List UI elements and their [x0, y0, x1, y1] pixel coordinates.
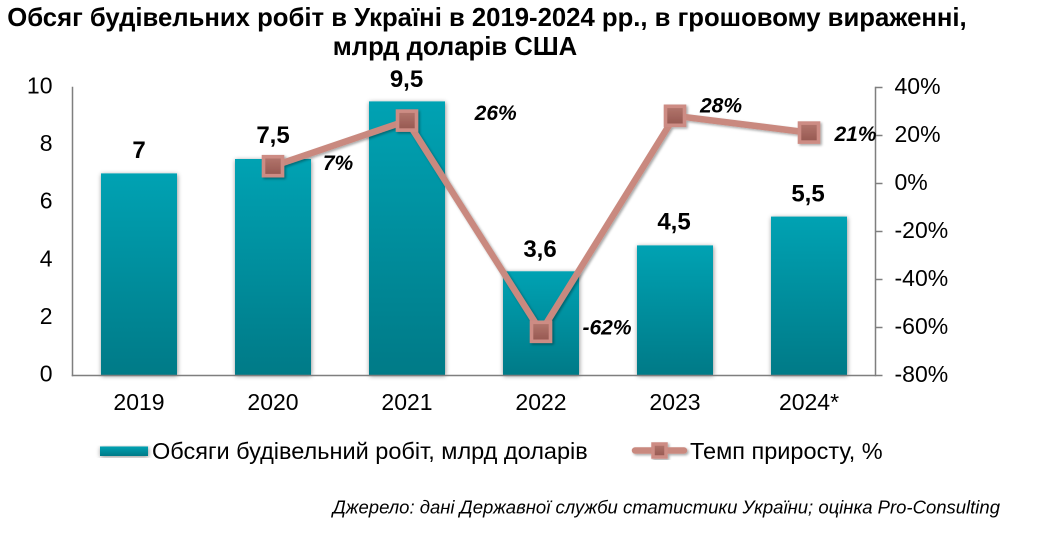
- svg-text:-40%: -40%: [895, 265, 949, 291]
- svg-text:-20%: -20%: [895, 217, 949, 243]
- svg-text:0%: 0%: [895, 169, 928, 195]
- svg-text:40%: 40%: [895, 73, 941, 99]
- svg-text:7: 7: [132, 137, 145, 164]
- svg-text:6: 6: [40, 188, 53, 214]
- svg-text:Темп приросту, %: Темп приросту, %: [690, 438, 883, 464]
- svg-text:21%: 21%: [833, 123, 876, 146]
- svg-text:-80%: -80%: [895, 361, 949, 387]
- svg-text:-62%: -62%: [582, 316, 631, 339]
- svg-text:5,5: 5,5: [791, 181, 824, 208]
- svg-text:2020: 2020: [247, 389, 298, 415]
- svg-text:2021: 2021: [381, 389, 432, 415]
- svg-text:9,5: 9,5: [390, 66, 423, 93]
- svg-text:Джерело: дані Державної служби: Джерело: дані Державної служби статистик…: [331, 497, 1001, 518]
- svg-text:7,5: 7,5: [256, 122, 289, 149]
- svg-text:2023: 2023: [649, 389, 700, 415]
- svg-text:Обсяги будівельний робіт, млрд: Обсяги будівельний робіт, млрд доларів: [152, 438, 588, 464]
- svg-text:4: 4: [40, 245, 53, 271]
- svg-text:0: 0: [40, 361, 53, 387]
- svg-text:7%: 7%: [323, 152, 354, 175]
- svg-text:28%: 28%: [699, 95, 742, 118]
- svg-text:млрд доларів США: млрд доларів США: [333, 33, 577, 61]
- svg-text:2024*: 2024*: [779, 389, 839, 415]
- svg-text:3,6: 3,6: [523, 236, 556, 263]
- svg-text:-60%: -60%: [895, 313, 949, 339]
- svg-text:2: 2: [40, 303, 53, 329]
- svg-text:2022: 2022: [515, 389, 566, 415]
- svg-text:20%: 20%: [895, 121, 941, 147]
- svg-text:4,5: 4,5: [657, 209, 690, 236]
- svg-text:2019: 2019: [113, 389, 164, 415]
- svg-text:26%: 26%: [474, 102, 517, 125]
- svg-text:Обсяг будівельних робіт в Укра: Обсяг будівельних робіт в Україні в 2019…: [7, 4, 966, 32]
- svg-text:8: 8: [40, 130, 53, 156]
- svg-text:10: 10: [27, 73, 53, 99]
